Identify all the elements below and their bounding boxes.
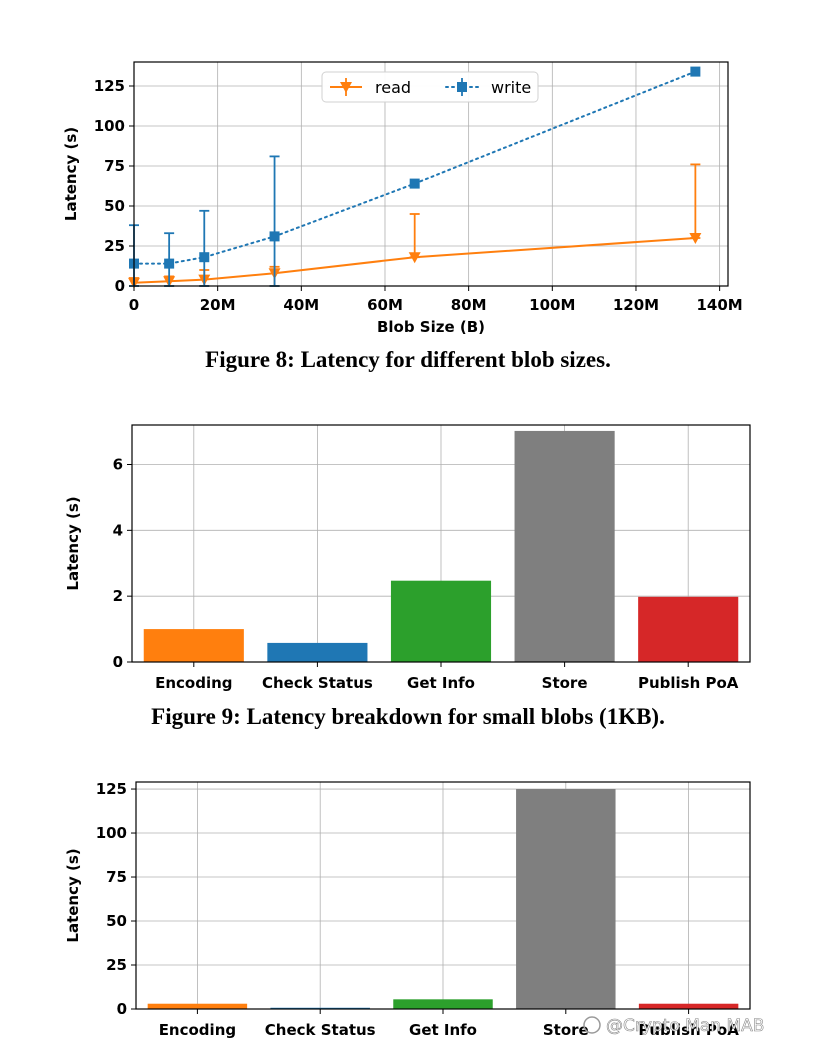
fig8-y-tick-label: 125 [94, 77, 125, 95]
fig8-x-axis-label: Blob Size (B) [377, 318, 485, 336]
fig8-y-axis-label: Latency (s) [62, 127, 80, 221]
watermark-logo-icon [583, 1016, 601, 1034]
fig8-x-tick-label: 140M [697, 296, 743, 314]
fig10-x-tick-label: Check Status [265, 1021, 376, 1039]
fig10-x-tick-label: Store [543, 1021, 589, 1039]
fig10-y-tick-label: 50 [106, 912, 127, 930]
fig8-x-tick-label: 20M [200, 296, 236, 314]
fig8-x-tick-label: 120M [613, 296, 659, 314]
fig10-grid [136, 782, 750, 1010]
fig8-y-tick-label: 25 [104, 237, 125, 255]
fig8-legend-label-read: read [375, 78, 411, 97]
fig9-x-tick-label: Get Info [407, 674, 475, 692]
fig8-plot-frame [133, 61, 729, 287]
fig8-legend-read-marker [340, 82, 352, 93]
fig9-bar-check-status [267, 642, 368, 662]
fig8-legend-box [321, 71, 539, 103]
fig10-y-axis-label: Latency (s) [64, 848, 82, 942]
fig8-y-tick-label: 50 [104, 197, 125, 215]
fig8-write-marker [164, 258, 175, 269]
fig8-x-tick-label: 100M [529, 296, 575, 314]
fig9-y-tick-label: 4 [113, 521, 123, 539]
fig10-bar-get-info [393, 999, 493, 1009]
fig8-legend-write-marker [457, 82, 467, 92]
fig8-legend-label-write: write [491, 78, 531, 97]
fig10-x-tick-label: Publish PoA [638, 1021, 739, 1039]
fig10-y-tick-label: 0 [117, 1000, 127, 1018]
fig9-y-tick-label: 0 [113, 653, 123, 671]
fig9-y-tick-label: 2 [113, 587, 123, 605]
fig9-bar-get-info [390, 580, 492, 662]
fig9-x-tick-label: Check Status [262, 674, 373, 692]
fig10-bar-publish-poa [638, 1003, 739, 1009]
fig8-x-tick-label: 80M [451, 296, 487, 314]
fig8-caption: Figure 8: Latency for different blob siz… [205, 347, 611, 372]
figure-10-bar-chart: 0 25 50 75 100 125 Encoding Check Status Get Inf… [64, 780, 751, 1039]
fig8-write-marker [199, 252, 210, 263]
fig10-y-tick-label: 75 [106, 868, 127, 886]
watermark: @Crypto Man MAB [583, 1016, 765, 1036]
fig10-ticks: 0 25 50 75 100 125 Encoding Check Status Get Inf… [96, 780, 740, 1039]
fig10-bar-encoding [147, 1003, 248, 1009]
fig8-write-marker [269, 231, 280, 242]
figure-9-bar-chart: 0 2 4 6 Encoding Check Status Get Info Store Pub… [64, 424, 751, 729]
fig9-bar-publish-poa [638, 596, 739, 662]
fig9-ticks: 0 2 4 6 Encoding Check Status Get Info Store Pub… [113, 456, 739, 693]
fig10-bar-check-status [270, 1007, 370, 1009]
fig10-x-tick-label: Encoding [159, 1021, 236, 1039]
fig8-x-tick-label: 40M [283, 296, 319, 314]
fig8-write-marker [409, 178, 420, 189]
fig8-x-tick-label: 0 [129, 296, 139, 314]
fig9-x-tick-label: Store [542, 674, 588, 692]
fig8-read-line [133, 237, 696, 284]
fig9-bar-encoding [143, 629, 244, 662]
fig9-bar-store [514, 430, 615, 662]
fig9-bars [143, 430, 739, 662]
fig8-ticks: 0 20M 40M 60M 80M 100M 120M 140M 0 25 50 75 100 125 [94, 77, 743, 314]
watermark-text: @Crypto Man MAB [606, 1016, 764, 1036]
fig10-y-tick-label: 125 [96, 780, 127, 798]
fig10-bars [147, 789, 739, 1009]
fig9-x-tick-label: Encoding [155, 674, 232, 692]
fig8-write-line [133, 70, 697, 265]
fig10-y-tick-label: 25 [106, 956, 127, 974]
fig8-read-marker [408, 252, 421, 264]
fig9-y-tick-label: 6 [113, 456, 123, 474]
fig10-y-tick-label: 100 [96, 824, 127, 842]
fig9-caption: Figure 9: Latency breakdown for small bl… [151, 704, 665, 729]
fig8-x-tick-label: 60M [367, 296, 403, 314]
figure-8-line-chart: 0 20M 40M 60M 80M 100M 120M 140M 0 25 50 75 100 125 B… [62, 61, 743, 372]
fig10-x-tick-label: Get Info [409, 1021, 477, 1039]
fig8-y-tick-label: 75 [104, 157, 125, 175]
fig8-read-marker [689, 233, 702, 244]
fig10-bar-store [516, 789, 616, 1009]
fig8-legend: read write [321, 71, 539, 103]
fig9-y-axis-label: Latency (s) [64, 496, 82, 590]
fig9-x-tick-label: Publish PoA [638, 674, 739, 692]
fig8-write-marker [690, 66, 701, 77]
fig8-y-tick-label: 100 [94, 117, 125, 135]
fig8-y-tick-label: 0 [115, 277, 125, 295]
